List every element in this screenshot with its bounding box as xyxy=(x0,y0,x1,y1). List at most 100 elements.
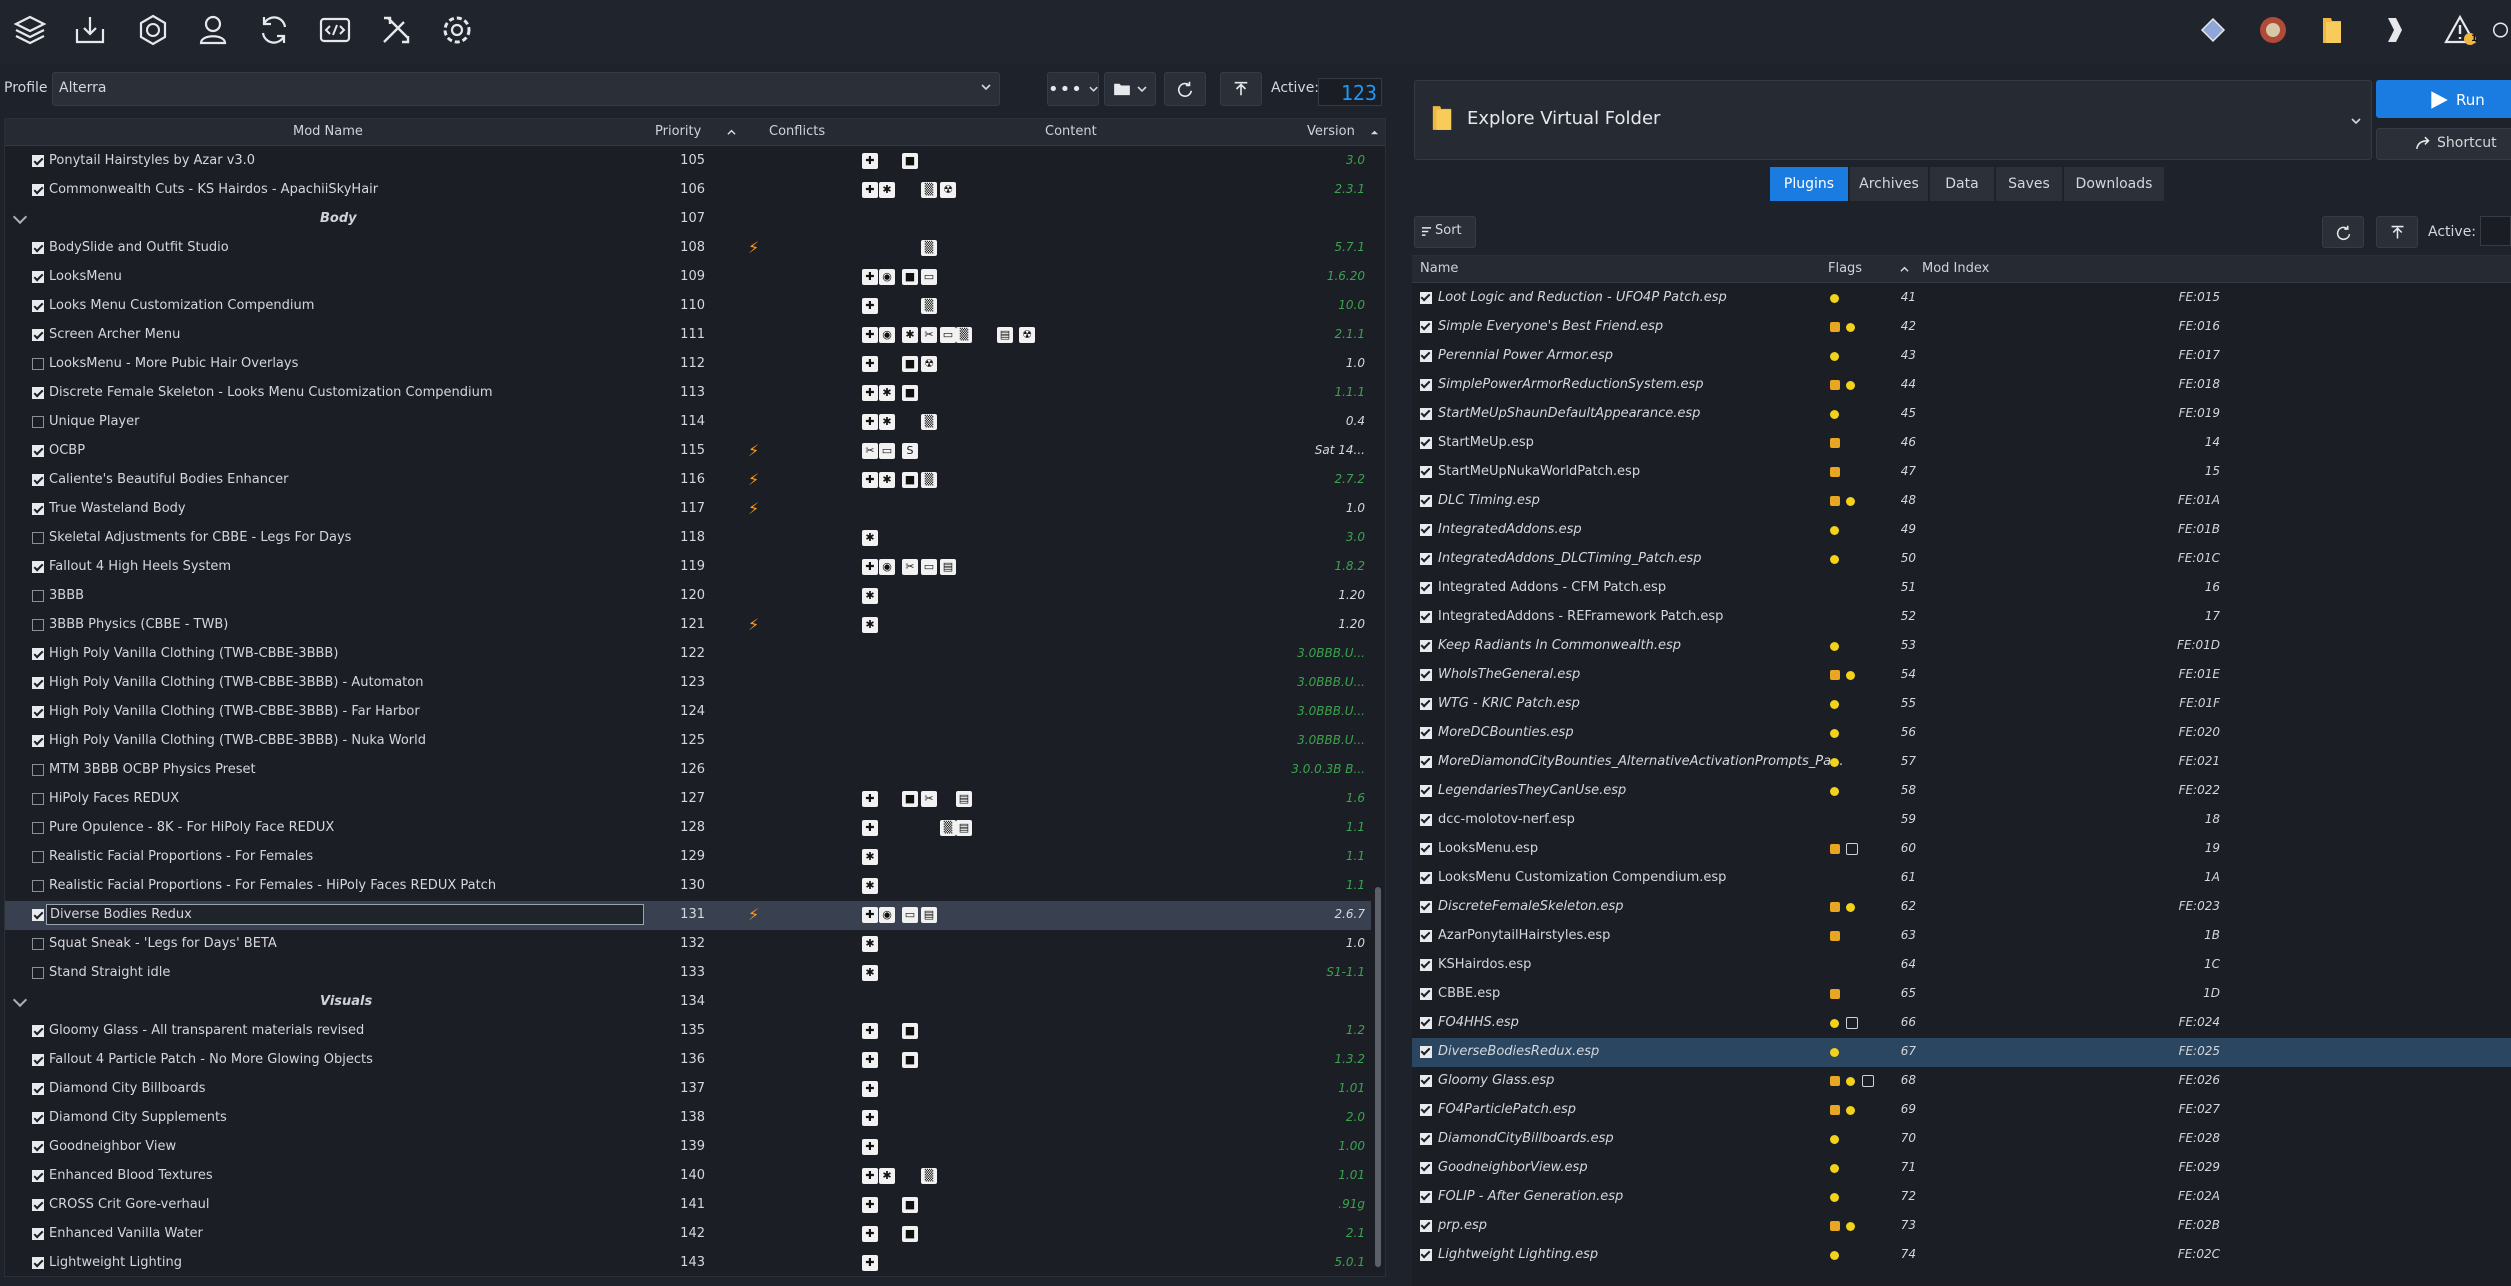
collapse-arrow-icon[interactable] xyxy=(12,209,28,225)
plugin-row[interactable]: Simple Everyone's Best Friend.esp 42 FE:01… xyxy=(1412,313,2511,342)
plugin-checkbox[interactable] xyxy=(1420,379,1432,391)
mod-checkbox[interactable] xyxy=(32,271,44,283)
plugin-row[interactable]: FO4HHS.esp 66 FE:024 xyxy=(1412,1009,2511,1038)
move-top-button[interactable] xyxy=(1220,72,1262,106)
plugin-checkbox[interactable] xyxy=(1420,582,1432,594)
mod-checkbox[interactable] xyxy=(32,416,44,428)
mod-row[interactable]: Fallout 4 Particle Patch - No More Glowi… xyxy=(5,1046,1371,1075)
plugin-checkbox[interactable] xyxy=(1420,930,1432,942)
col-conflicts[interactable]: Conflicts xyxy=(769,124,826,139)
settings-icon[interactable] xyxy=(437,10,477,50)
mod-row[interactable]: High Poly Vanilla Clothing (TWB-CBBE-3BB… xyxy=(5,669,1371,698)
plugin-row[interactable]: FO4ParticlePatch.esp 69 FE:027 xyxy=(1412,1096,2511,1125)
folder-icon[interactable] xyxy=(2313,10,2353,50)
plugin-checkbox[interactable] xyxy=(1420,1017,1432,1029)
col-priority[interactable]: Priority xyxy=(655,124,702,139)
plugin-checkbox[interactable] xyxy=(1420,959,1432,971)
mod-checkbox[interactable] xyxy=(32,561,44,573)
mod-checkbox[interactable] xyxy=(32,184,44,196)
explore-virtual-folder[interactable]: Explore Virtual Folder xyxy=(1414,80,2372,160)
mod-checkbox[interactable] xyxy=(32,329,44,341)
plugin-checkbox[interactable] xyxy=(1420,756,1432,768)
mod-checkbox[interactable] xyxy=(32,706,44,718)
plugin-row[interactable]: WTG - KRIC Patch.esp 55 FE:01F xyxy=(1412,690,2511,719)
mod-row[interactable]: Caliente's Beautiful Bodies Enhancer 116 ⚡… xyxy=(5,466,1371,495)
mod-row[interactable]: Enhanced Blood Textures 140 ✚ ✱ ▒ 1.01 xyxy=(5,1162,1371,1191)
mod-row[interactable]: Diamond City Supplements 138 ✚ 2.0 xyxy=(5,1104,1371,1133)
mod-row[interactable]: BodySlide and Outfit Studio 108 ⚡ ▒ 5.7.1 xyxy=(5,234,1371,263)
mod-checkbox[interactable] xyxy=(32,648,44,660)
separator-row[interactable]: Body 107 xyxy=(5,205,1371,234)
tab-archives[interactable]: Archives xyxy=(1850,167,1928,201)
plugin-checkbox[interactable] xyxy=(1420,524,1432,536)
plugin-checkbox[interactable] xyxy=(1420,901,1432,913)
plugin-checkbox[interactable] xyxy=(1420,321,1432,333)
plugin-checkbox[interactable] xyxy=(1420,1162,1432,1174)
plugin-checkbox[interactable] xyxy=(1420,408,1432,420)
plugin-row[interactable]: LooksMenu Customization Compendium.esp 61… xyxy=(1412,864,2511,893)
mod-row[interactable]: High Poly Vanilla Clothing (TWB-CBBE-3BB… xyxy=(5,698,1371,727)
collapse-arrow-icon[interactable] xyxy=(12,992,28,1008)
plugin-row[interactable]: StartMeUpShaunDefaultAppearance.esp 45 FE:… xyxy=(1412,400,2511,429)
mod-checkbox[interactable] xyxy=(32,822,44,834)
mod-checkbox[interactable] xyxy=(32,358,44,370)
plugin-checkbox[interactable] xyxy=(1420,1191,1432,1203)
profile-select[interactable]: Alterra xyxy=(52,72,1000,106)
mod-row[interactable]: LooksMenu 109 ✚ ◉ ■ ▭ 1.6.20 xyxy=(5,263,1371,292)
layers-icon[interactable] xyxy=(10,10,50,50)
mod-row[interactable]: Discrete Female Skeleton - Looks Menu Cu… xyxy=(5,379,1371,408)
mod-checkbox[interactable] xyxy=(32,590,44,602)
mod-checkbox[interactable] xyxy=(32,764,44,776)
plugin-checkbox[interactable] xyxy=(1420,814,1432,826)
plugin-row[interactable]: Lightweight Lighting.esp 74 FE:02C xyxy=(1412,1241,2511,1270)
plugin-row[interactable]: KSHairdos.esp 64 1C xyxy=(1412,951,2511,980)
mod-checkbox[interactable] xyxy=(32,619,44,631)
scrollbar-thumb[interactable] xyxy=(1375,887,1381,1267)
plugin-checkbox[interactable] xyxy=(1420,466,1432,478)
plugin-row[interactable]: MoreDiamondCityBounties_AlternativeActiv… xyxy=(1412,748,2511,777)
plugin-checkbox[interactable] xyxy=(1420,611,1432,623)
plugin-checkbox[interactable] xyxy=(1420,727,1432,739)
mod-checkbox[interactable] xyxy=(32,445,44,457)
mod-checkbox[interactable] xyxy=(32,155,44,167)
mod-list-scrollbar[interactable] xyxy=(1374,147,1382,1267)
plugin-checkbox[interactable] xyxy=(1420,785,1432,797)
mod-row[interactable]: CROSS Crit Gore-verhaul 141 ✚ ■ .91g xyxy=(5,1191,1371,1220)
mod-checkbox[interactable] xyxy=(32,1083,44,1095)
plugin-row[interactable]: MoreDCBounties.esp 56 FE:020 xyxy=(1412,719,2511,748)
plugin-checkbox[interactable] xyxy=(1420,1220,1432,1232)
plugin-row[interactable]: Gloomy Glass.esp 68 FE:026 xyxy=(1412,1067,2511,1096)
mod-row[interactable]: Diverse Bodies Redux 131 ⚡ ✚ ◉ ▭ ▤ 2.6.7 xyxy=(5,901,1371,930)
plugin-checkbox[interactable] xyxy=(1420,698,1432,710)
plugin-checkbox[interactable] xyxy=(1420,1249,1432,1261)
mod-checkbox[interactable] xyxy=(32,735,44,747)
plugin-checkbox[interactable] xyxy=(1420,1075,1432,1087)
plugin-checkbox[interactable] xyxy=(1420,669,1432,681)
mod-row[interactable]: Goodneighbor View 139 ✚ 1.00 xyxy=(5,1133,1371,1162)
mod-checkbox[interactable] xyxy=(32,387,44,399)
plugin-row[interactable]: Loot Logic and Reduction - UFO4P Patch.e… xyxy=(1412,284,2511,313)
plugin-row[interactable]: Perennial Power Armor.esp 43 FE:017 xyxy=(1412,342,2511,371)
mod-row[interactable]: HiPoly Faces REDUX 127 ✚ ■ ✂ ▤ 1.6 xyxy=(5,785,1371,814)
mod-checkbox[interactable] xyxy=(32,1257,44,1269)
plugin-checkbox[interactable] xyxy=(1420,843,1432,855)
mod-row[interactable]: Diamond City Billboards 137 ✚ 1.01 xyxy=(5,1075,1371,1104)
mod-row[interactable]: Realistic Facial Proportions - For Femal… xyxy=(5,843,1371,872)
open-folder-button[interactable] xyxy=(1104,72,1156,106)
col-mod-name[interactable]: Mod Name xyxy=(293,124,363,139)
mod-row[interactable]: Squat Sneak - 'Legs for Days' BETA 132 ✱ 1.… xyxy=(5,930,1371,959)
plugin-row[interactable]: DiverseBodiesRedux.esp 67 FE:025 xyxy=(1412,1038,2511,1067)
profile-icon[interactable] xyxy=(193,10,233,50)
globe-icon[interactable] xyxy=(2253,10,2293,50)
mod-checkbox[interactable] xyxy=(32,1054,44,1066)
tab-saves[interactable]: Saves xyxy=(1996,167,2062,201)
col-version[interactable]: Version xyxy=(1307,124,1355,139)
mod-checkbox[interactable] xyxy=(32,880,44,892)
plugin-row[interactable]: DiscreteFemaleSkeleton.esp 62 FE:023 xyxy=(1412,893,2511,922)
mod-row[interactable]: OCBP 115 ⚡ ✂ ▭ S Sat 14... xyxy=(5,437,1371,466)
plugin-row[interactable]: IntegratedAddons.esp 49 FE:01B xyxy=(1412,516,2511,545)
refresh-icon[interactable] xyxy=(254,10,294,50)
mod-row[interactable]: Screen Archer Menu 111 ✚ ◉ ✱ ✂ ▭ ▒ ▤ ☢ 2.1.1 xyxy=(5,321,1371,350)
mod-row[interactable]: Gloomy Glass - All transparent materials… xyxy=(5,1017,1371,1046)
mod-checkbox[interactable] xyxy=(32,1228,44,1240)
